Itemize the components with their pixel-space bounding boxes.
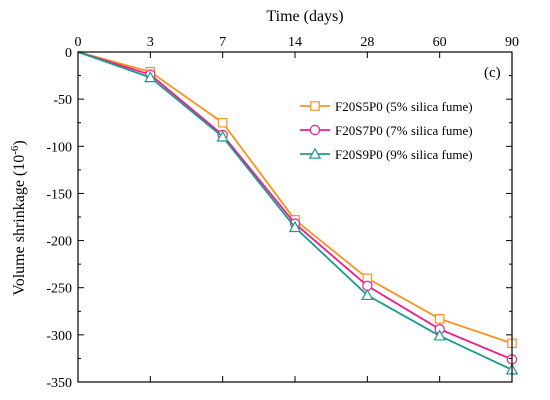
series-line-1: [77, 51, 513, 345]
y-tick-label: -250: [46, 282, 72, 297]
y-axis-title-exponent: -6: [9, 145, 21, 155]
x-tick-label: 3: [147, 35, 154, 50]
x-tick-label: 7: [219, 35, 226, 50]
panel-label: (c): [484, 65, 501, 81]
legend-label-3: F20S9P0 (9% silica fume): [335, 147, 473, 162]
y-tick-label: -350: [46, 376, 72, 391]
legend-marker-2: [309, 124, 321, 136]
series-3-point: [216, 130, 229, 142]
y-tick-label: 0: [65, 46, 72, 61]
y-tick-label: -200: [46, 235, 72, 250]
y-axis-title-main: Volume shrinkage (10: [11, 155, 28, 296]
x-tick-label: 0: [75, 35, 82, 50]
y-axis-title-close: ): [11, 140, 28, 145]
x-tick-label: 90: [505, 35, 519, 50]
y-tick-label: -300: [46, 329, 72, 344]
x-tick-label: 60: [433, 35, 447, 50]
y-tick-label: -150: [46, 187, 72, 202]
series-3-point: [361, 288, 374, 301]
x-tick-label: 28: [360, 35, 374, 50]
series-3-point: [288, 220, 302, 233]
y-tick-label: -100: [46, 140, 72, 155]
series-1-point: [217, 117, 228, 128]
y-tick-label: -50: [53, 93, 72, 108]
y-axis-title: Volume shrinkage (10-6): [9, 140, 28, 296]
x-tick-label: 14: [288, 35, 302, 50]
series-1-point: [434, 314, 445, 324]
series-3-point: [144, 71, 157, 83]
x-axis-title: Time (days): [266, 8, 343, 25]
legend-label-1: F20S5P0 (5% silica fume): [335, 99, 473, 114]
legend: F20S5P0 (5% silica fume) F20S7P0 (7% sili…: [300, 99, 473, 162]
legend-marker-3: [308, 147, 322, 159]
series-3-point: [433, 329, 446, 341]
legend-marker-1: [310, 101, 320, 111]
legend-label-2: F20S7P0 (7% silica fume): [335, 123, 473, 138]
